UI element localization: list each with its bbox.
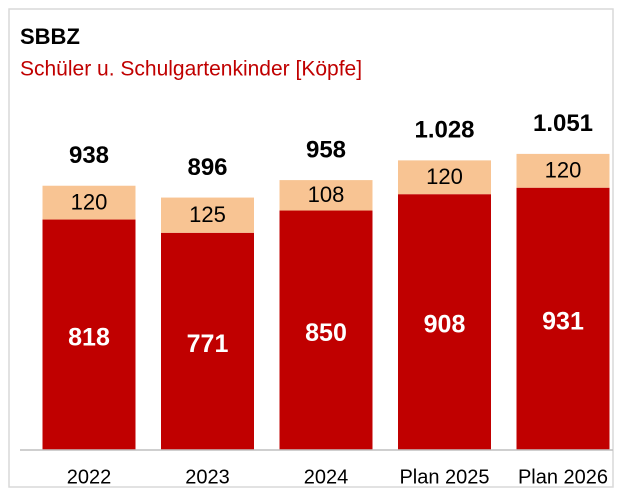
segment-label: 771 [187,330,229,358]
bar-segment [398,160,491,195]
x-tick-label: 2022 [67,466,112,488]
bar-segment [279,180,373,211]
bar-segment [161,197,254,233]
segment-label: 850 [305,319,347,347]
x-tick-label: Plan 2025 [399,466,489,488]
segment-label: 931 [542,307,584,335]
segment-label: 125 [189,202,226,227]
segment-label: 108 [308,182,345,207]
segment-label: 120 [71,189,108,214]
bar-segment [516,153,610,188]
bar-segment [516,187,610,450]
bar-segment [279,210,373,450]
chart-subtitle: Schüler u. Schulgartenkinder [Köpfe] [20,58,362,81]
bar-segment [161,232,254,450]
segment-label: 120 [545,158,582,183]
total-label: 1.051 [533,110,593,137]
segment-label: 818 [68,323,110,351]
total-label: 958 [306,136,346,163]
x-tick-label: Plan 2026 [518,466,608,488]
x-tick-label: 2023 [185,466,230,488]
total-label: 938 [69,142,109,169]
bar-segment [42,219,136,450]
x-tick-label: 2024 [304,466,349,488]
total-label: 896 [187,154,227,181]
segment-label: 908 [424,311,466,339]
bar-segment [42,185,136,220]
chart-title: SBBZ [20,24,80,49]
segment-label: 120 [426,164,463,189]
total-label: 1.028 [414,117,474,144]
bar-segment [398,194,491,450]
